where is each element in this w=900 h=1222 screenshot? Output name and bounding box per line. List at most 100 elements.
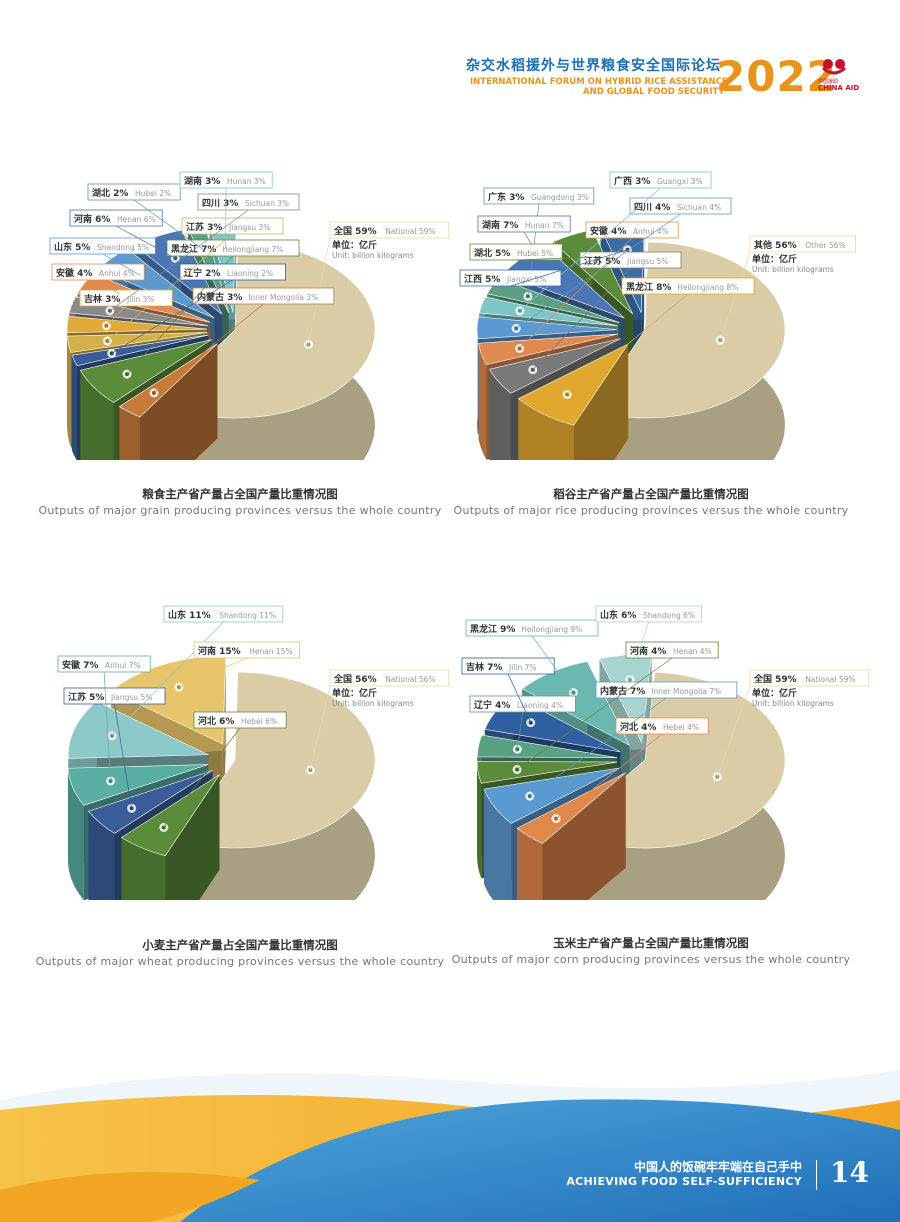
slice-label-anhui: 安徽 7% Anhui 7% xyxy=(57,655,151,781)
svg-text:Sichuan 3%: Sichuan 3% xyxy=(245,199,289,208)
slice-label-sichuan: 四川 4% Sichuan 4% xyxy=(516,197,732,329)
svg-text:河南 15%: 河南 15% xyxy=(198,645,241,657)
slice-label-shandong: 山东 6% Shandong 6% xyxy=(595,605,702,680)
slice-label-jilin: 吉林 7% Jilin 7% xyxy=(461,657,555,723)
svg-text:Guangxi 3%: Guangxi 3% xyxy=(657,177,702,186)
svg-text:Jiangxi 5%: Jiangxi 5% xyxy=(506,275,546,284)
svg-text:内蒙古 7%: 内蒙古 7% xyxy=(600,685,645,697)
slice-label-inner-mongolia: 内蒙古 3% Inner Mongolia 3% xyxy=(153,287,335,394)
svg-text:内蒙古 3%: 内蒙古 3% xyxy=(197,291,242,303)
pie-slice-hebei xyxy=(516,772,626,900)
svg-text:山东 11%: 山东 11% xyxy=(168,609,211,621)
svg-text:其他 56%: 其他 56% xyxy=(754,239,797,251)
svg-text:Shandong 5%: Shandong 5% xyxy=(97,243,149,252)
footer-divider xyxy=(816,1160,817,1190)
svg-text:湖南 7%: 湖南 7% xyxy=(482,219,518,231)
svg-text:江苏 5%: 江苏 5% xyxy=(584,255,620,267)
svg-text:Unit: billion kilograms: Unit: billion kilograms xyxy=(752,265,834,274)
svg-text:辽宁 4%: 辽宁 4% xyxy=(474,699,510,711)
svg-text:Jiangsu 3%: Jiangsu 3% xyxy=(228,223,270,232)
svg-text:单位：亿斤: 单位：亿斤 xyxy=(332,687,377,699)
svg-text:National 56%: National 56% xyxy=(385,675,435,684)
slice-label-jiangsu: 江苏 5% Jiangsu 5% xyxy=(63,687,166,809)
svg-text:Inner Mongolia 7%: Inner Mongolia 7% xyxy=(651,687,721,696)
slice-label-heilongjiang: 黑龙江 8% Heilongjiang 8% xyxy=(566,277,755,395)
svg-text:Jilin 7%: Jilin 7% xyxy=(508,663,537,672)
slice-label-liaoning: 辽宁 4% Liaoning 4% xyxy=(469,695,576,750)
svg-text:河南 4%: 河南 4% xyxy=(630,645,666,657)
logo-text-cn: 中国援助 xyxy=(818,79,839,85)
svg-text:Hebei 4%: Hebei 4% xyxy=(663,723,699,732)
slice-label-heilongjiang: 黑龙江 9% Heilongjiang 9% xyxy=(465,619,599,693)
chart-1-title-en: Outputs of major grain producing provinc… xyxy=(38,504,442,517)
slice-label-hunan: 湖南 3% Hunan 3% xyxy=(179,171,273,250)
svg-text:Anhui 4%: Anhui 4% xyxy=(99,269,135,278)
svg-text:黑龙江 7%: 黑龙江 7% xyxy=(171,243,216,255)
svg-text:黑龙江 8%: 黑龙江 8% xyxy=(626,281,671,293)
svg-text:吉林 3%: 吉林 3% xyxy=(84,293,120,305)
svg-text:四川 4%: 四川 4% xyxy=(634,202,670,213)
grain-pie-chart: 全国 59% National 59% 内蒙古 3% Inner Mongolia 3… xyxy=(49,171,450,460)
svg-text:Henan 4%: Henan 4% xyxy=(673,647,712,656)
chart-1-title-cn: 粮食主产省产量占全国产量比重情况图 xyxy=(142,487,338,501)
svg-text:Hebei 6%: Hebei 6% xyxy=(241,717,277,726)
svg-text:安徽 4%: 安徽 4% xyxy=(590,225,626,237)
footer-wave-decoration xyxy=(0,1070,900,1222)
slice-label-jiangxi: 江西 5% Jiangxi 5% xyxy=(459,249,628,287)
chart-3-title-en: Outputs of major wheat producing provinc… xyxy=(35,955,445,968)
svg-text:山东 5%: 山东 5% xyxy=(54,241,90,253)
svg-text:广西 3%: 广西 3% xyxy=(614,175,650,187)
forum-title-cn: 杂交水稻援外与世界粮食安全国际论坛 xyxy=(466,58,721,74)
footer-slogan-cn: 中国人的饭碗牢牢端在自己手中 xyxy=(633,1160,802,1174)
svg-text:单位：亿斤: 单位：亿斤 xyxy=(332,239,377,251)
forum-title-en-line1: INTERNATIONAL FORUM ON HYBRID RICE ASSIS… xyxy=(470,77,728,87)
corn-pie-chart: 全国 59% National 59% 河北 4% Hebei 4% 内蒙古 7% Inn… xyxy=(461,605,870,900)
slice-label-henan: 河南 6% Henan 6% xyxy=(69,209,176,259)
svg-text:河南 6%: 河南 6% xyxy=(74,213,110,225)
chart-2-title-en: Outputs of major rice producing province… xyxy=(453,504,849,517)
svg-text:山东 6%: 山东 6% xyxy=(600,609,636,621)
slice-label-henan: 河南 15% Henan 15% xyxy=(178,641,300,688)
svg-text:湖北 5%: 湖北 5% xyxy=(474,247,510,259)
svg-text:Hubei 2%: Hubei 2% xyxy=(135,189,171,198)
svg-text:Henan 6%: Henan 6% xyxy=(117,215,156,224)
slice-label-jiangsu: 江苏 3% Jiangsu 3% xyxy=(107,217,284,342)
svg-text:辽宁 2%: 辽宁 2% xyxy=(184,267,220,279)
forum-year: 2022 xyxy=(716,52,837,101)
slice-label-hubei: 湖北 2% Hubei 2% xyxy=(87,183,206,252)
svg-text:Heilongjiang 7%: Heilongjiang 7% xyxy=(222,245,283,254)
svg-text:四川 3%: 四川 3% xyxy=(202,198,238,209)
svg-text:广东 3%: 广东 3% xyxy=(488,191,524,203)
svg-text:黑龙江 9%: 黑龙江 9% xyxy=(470,623,515,635)
svg-text:Jiangsu 5%: Jiangsu 5% xyxy=(110,693,152,702)
svg-text:Liaoning 2%: Liaoning 2% xyxy=(227,269,273,278)
svg-text:全国 59%: 全国 59% xyxy=(333,225,377,237)
svg-text:Henan 15%: Henan 15% xyxy=(249,647,292,656)
chart-3-title-cn: 小麦主产省产量占全国产量比重情况图 xyxy=(142,938,338,952)
forum-title-en-line2: AND GLOBAL FOOD SECURITY xyxy=(583,87,725,97)
slice-label-hubei: 湖北 5% Hubei 5% xyxy=(469,243,589,261)
svg-text:Heilongjiang 8%: Heilongjiang 8% xyxy=(677,283,738,292)
slice-label-inner-mongolia: 内蒙古 7% Inner Mongolia 7% xyxy=(529,681,738,797)
wheat-pie-chart: 全国 56% National 56% 河北 6% Hebei 6% 江苏 5% Jian… xyxy=(57,605,450,900)
svg-text:河北 4%: 河北 4% xyxy=(620,721,656,733)
svg-text:单位：亿斤: 单位：亿斤 xyxy=(752,253,797,265)
svg-text:江苏 5%: 江苏 5% xyxy=(68,691,104,703)
slice-label-shandong: 山东 5% Shandong 5% xyxy=(49,237,156,276)
logo-text-en: CHINA AID xyxy=(818,84,860,92)
slice-label-guangdong: 广东 3% Guangdong 3% xyxy=(483,187,595,297)
slice-label-national: 全国 59% National 59% xyxy=(716,669,870,777)
svg-text:Hunan 7%: Hunan 7% xyxy=(525,221,564,230)
svg-text:安徽 4%: 安徽 4% xyxy=(56,267,92,279)
svg-text:Shandong 6%: Shandong 6% xyxy=(643,611,695,620)
slice-label-hebei: 河北 4% Hebei 4% xyxy=(555,717,709,819)
slice-label-henan: 河南 4% Henan 4% xyxy=(516,641,719,770)
svg-text:National 59%: National 59% xyxy=(805,675,855,684)
svg-text:Unit: billion kilograms: Unit: billion kilograms xyxy=(332,251,414,260)
svg-text:Jiangsu 5%: Jiangsu 5% xyxy=(626,257,668,266)
svg-text:安徽 7%: 安徽 7% xyxy=(62,659,98,671)
svg-text:Hunan 3%: Hunan 3% xyxy=(227,177,266,186)
